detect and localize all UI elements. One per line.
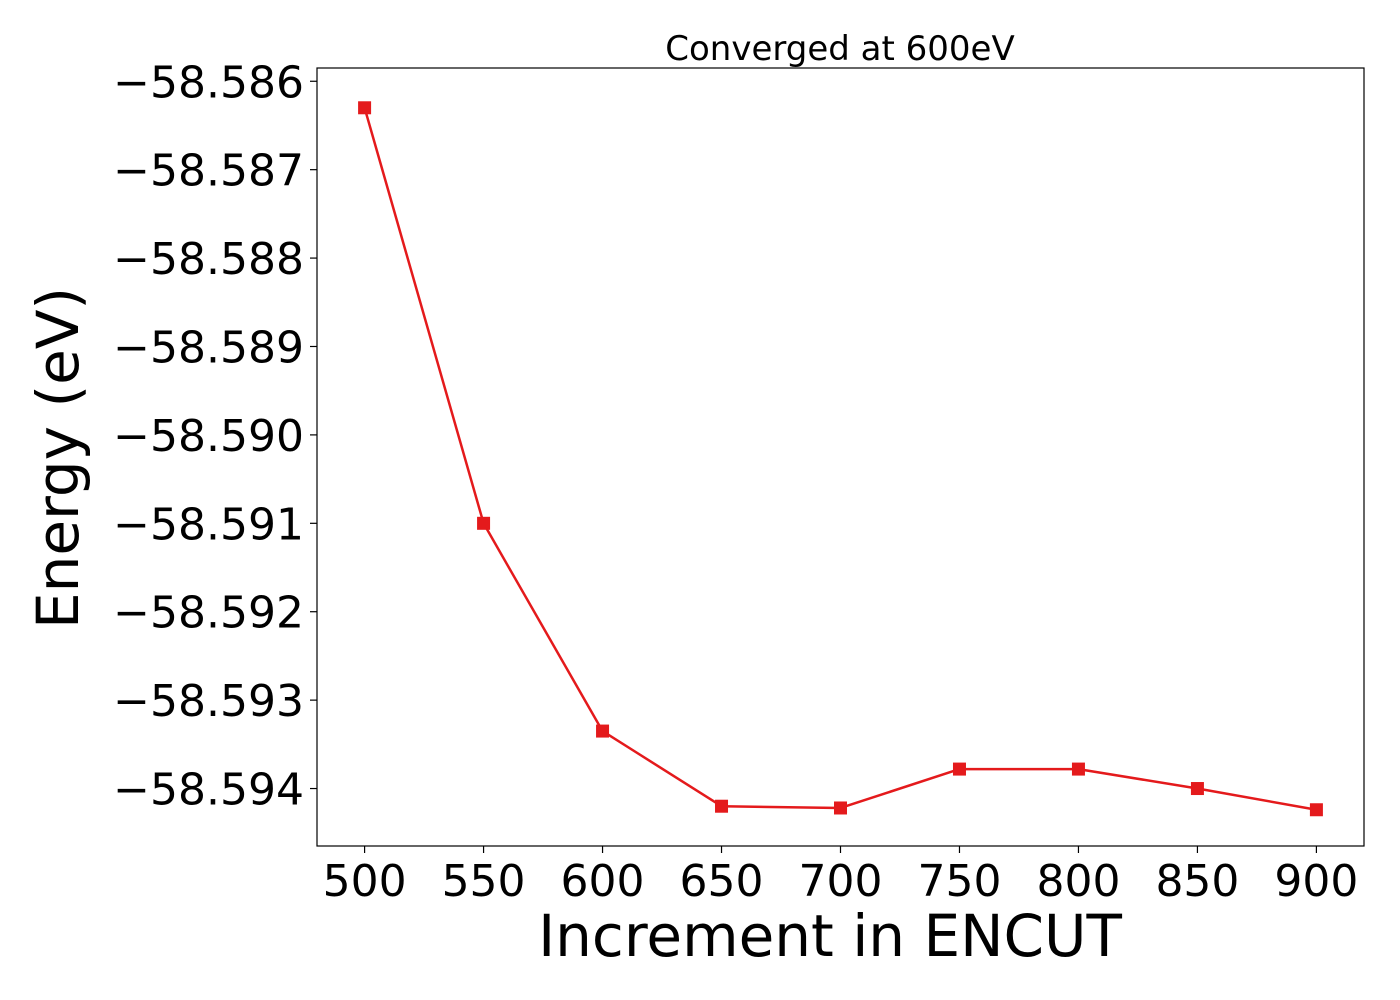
data-point xyxy=(834,801,847,815)
data-point xyxy=(1309,803,1323,817)
x-tick-label: 600 xyxy=(561,856,645,907)
data-point xyxy=(1190,782,1204,796)
x-tick-label: 700 xyxy=(799,856,883,907)
data-point xyxy=(715,799,729,813)
y-tick-label: −58.590 xyxy=(113,411,304,462)
data-point xyxy=(477,516,491,530)
data-point xyxy=(596,724,610,738)
y-tick-label: −58.592 xyxy=(113,588,304,639)
y-axis-label: Energy (eV) xyxy=(24,287,92,629)
x-tick-label: 500 xyxy=(323,856,407,907)
y-tick-label: −58.587 xyxy=(113,146,304,197)
x-tick-label: 900 xyxy=(1274,856,1358,907)
x-tick-label: 650 xyxy=(680,856,764,907)
y-tick-label: −58.588 xyxy=(113,234,304,285)
y-tick-label: −58.586 xyxy=(113,57,304,108)
y-tick-label: −58.591 xyxy=(113,499,304,550)
data-point xyxy=(952,762,966,776)
data-point xyxy=(358,101,372,115)
x-axis-label: Increment in ENCUT xyxy=(538,902,1122,970)
x-tick-label: 800 xyxy=(1036,856,1120,907)
y-tick-label: −58.594 xyxy=(113,765,304,816)
y-tick-label: −58.589 xyxy=(113,322,304,373)
axes-frame xyxy=(316,67,1365,847)
plot-area: 500 550 600 650 700 750 800 850 900 −58.586 −58.58… xyxy=(113,57,1358,907)
x-tick-label: 750 xyxy=(917,856,1001,907)
y-tick-label: −58.593 xyxy=(113,676,304,727)
series-line xyxy=(363,107,1317,811)
chart-title: Converged at 600eV xyxy=(665,29,1014,69)
x-tick-label: 550 xyxy=(442,856,526,907)
data-point xyxy=(1071,762,1085,776)
x-tick-label: 850 xyxy=(1155,856,1239,907)
